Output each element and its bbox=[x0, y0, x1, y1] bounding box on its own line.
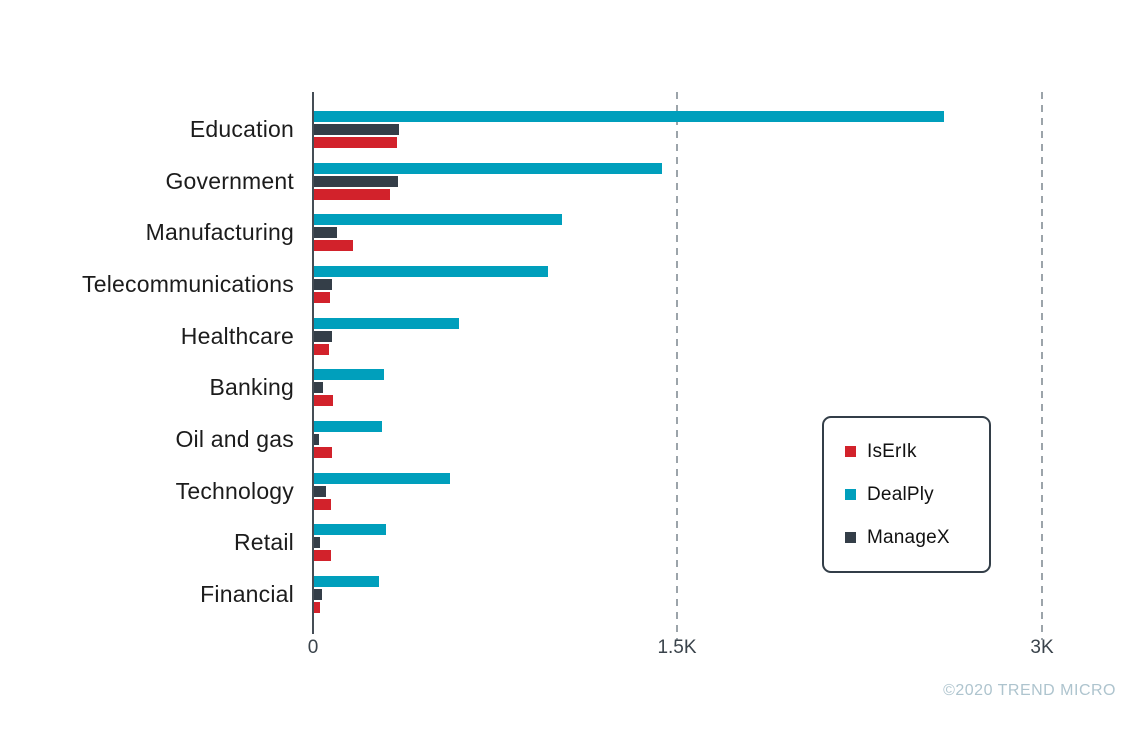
iserik-bar bbox=[314, 189, 390, 200]
bar-stack bbox=[314, 369, 384, 406]
legend-item-iserik: IsErIk bbox=[845, 441, 989, 463]
legend: IsErIk DealPly ManageX bbox=[822, 416, 991, 573]
category-label: Healthcare bbox=[180, 323, 294, 349]
bar-stack bbox=[314, 473, 450, 510]
bar-group-government: Government bbox=[0, 163, 1146, 200]
bar-group-retail: Retail bbox=[0, 524, 1146, 561]
gridline-1500 bbox=[676, 92, 678, 640]
managex-bar bbox=[314, 227, 337, 238]
x-axis-ticks: 0 1.5K 3K bbox=[0, 637, 1146, 663]
dealply-bar bbox=[314, 369, 384, 380]
category-label: Technology bbox=[175, 478, 294, 504]
legend-item-dealply: DealPly bbox=[845, 484, 989, 506]
managex-bar bbox=[314, 124, 399, 135]
bar-stack bbox=[314, 266, 548, 303]
iserik-bar bbox=[314, 292, 330, 303]
category-label: Financial bbox=[200, 581, 294, 607]
dealply-bar bbox=[314, 214, 562, 225]
legend-item-managex: ManageX bbox=[845, 527, 989, 549]
bar-group-oil-and-gas: Oil and gas bbox=[0, 421, 1146, 458]
iserik-bar bbox=[314, 137, 397, 148]
iserik-bar bbox=[314, 499, 331, 510]
managex-bar bbox=[314, 537, 320, 548]
dealply-swatch-icon bbox=[845, 489, 856, 500]
category-label: Oil and gas bbox=[175, 426, 294, 452]
y-axis-line bbox=[312, 92, 314, 634]
managex-bar bbox=[314, 589, 322, 600]
legend-label-dealply: DealPly bbox=[867, 483, 934, 505]
managex-bar bbox=[314, 486, 326, 497]
category-label: Telecommunications bbox=[82, 271, 294, 297]
iserik-swatch-icon bbox=[845, 446, 856, 457]
bar-group-manufacturing: Manufacturing bbox=[0, 214, 1146, 251]
dealply-bar bbox=[314, 473, 450, 484]
legend-label-managex: ManageX bbox=[867, 526, 950, 548]
bar-stack bbox=[314, 214, 562, 251]
managex-bar bbox=[314, 176, 398, 187]
dealply-bar bbox=[314, 318, 459, 329]
managex-bar bbox=[314, 279, 332, 290]
bar-stack bbox=[314, 111, 944, 148]
bar-group-healthcare: Healthcare bbox=[0, 318, 1146, 355]
bar-stack bbox=[314, 163, 662, 200]
x-tick-label-0: 0 bbox=[307, 637, 319, 658]
dealply-bar bbox=[314, 163, 662, 174]
managex-swatch-icon bbox=[845, 532, 856, 543]
bar-stack bbox=[314, 576, 379, 613]
managex-bar bbox=[314, 434, 319, 445]
bar-group-education: Education bbox=[0, 111, 1146, 148]
category-label: Retail bbox=[233, 529, 294, 555]
managex-bar bbox=[314, 331, 332, 342]
bar-group-banking: Banking bbox=[0, 369, 1146, 406]
bar-stack bbox=[314, 318, 459, 355]
legend-label-iserik: IsErIk bbox=[867, 440, 917, 462]
dealply-bar bbox=[314, 266, 548, 277]
bar-group-telecommunications: Telecommunications bbox=[0, 266, 1146, 303]
x-tick-label-3000: 3K bbox=[1030, 637, 1054, 658]
iserik-bar bbox=[314, 344, 329, 355]
gridline-3000 bbox=[1041, 92, 1043, 640]
managex-bar bbox=[314, 382, 323, 393]
bar-stack bbox=[314, 421, 382, 458]
copyright-text: ©2020 TREND MICRO bbox=[943, 682, 1116, 699]
iserik-bar bbox=[314, 447, 332, 458]
iserik-bar bbox=[314, 602, 320, 613]
bar-stack bbox=[314, 524, 386, 561]
bar-group-financial: Financial bbox=[0, 576, 1146, 613]
x-tick-label-1500: 1.5K bbox=[657, 637, 697, 658]
iserik-bar bbox=[314, 395, 333, 406]
dealply-bar bbox=[314, 111, 944, 122]
iserik-bar bbox=[314, 550, 331, 561]
bar-group-technology: Technology bbox=[0, 473, 1146, 510]
category-label: Banking bbox=[209, 374, 294, 400]
dealply-bar bbox=[314, 421, 382, 432]
category-label: Manufacturing bbox=[145, 219, 294, 245]
category-label: Education bbox=[189, 116, 294, 142]
dealply-bar bbox=[314, 576, 379, 587]
category-label: Government bbox=[165, 168, 294, 194]
dealply-bar bbox=[314, 524, 386, 535]
iserik-bar bbox=[314, 240, 353, 251]
